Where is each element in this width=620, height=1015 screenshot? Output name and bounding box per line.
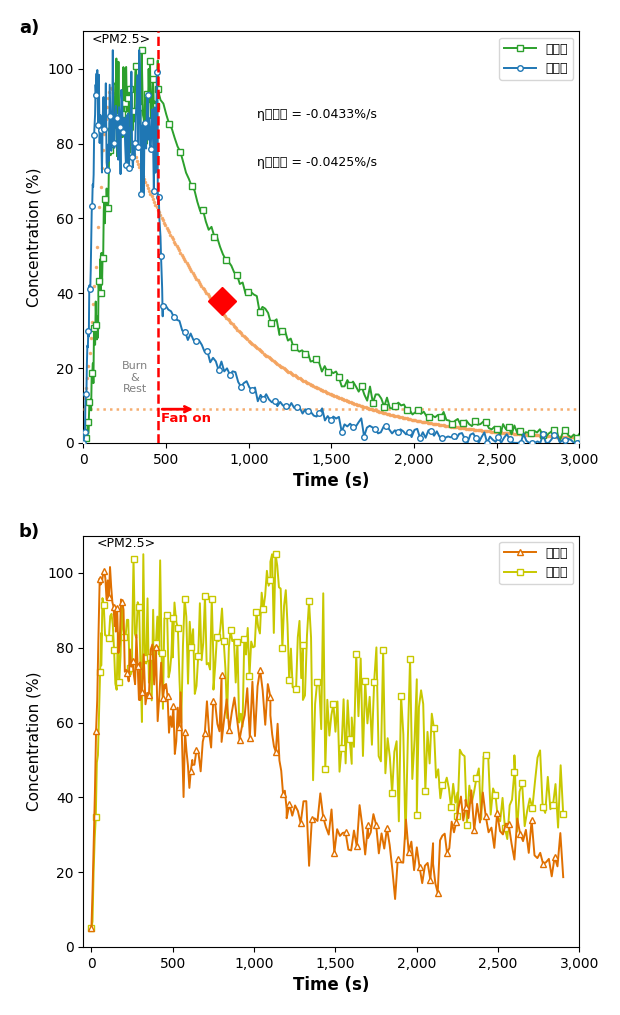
대조군	[79, 430, 87, 443]
Text: b): b)	[19, 523, 40, 541]
대조군	[80, 436, 87, 449]
대조군	[162, 678, 170, 690]
실험군	[84, 339, 91, 351]
실험군	[521, 820, 528, 832]
실험군	[341, 418, 348, 430]
대조군	[161, 682, 169, 694]
대조군	[341, 381, 348, 393]
Text: <PM2.5>: <PM2.5>	[92, 32, 151, 46]
실험군	[239, 721, 246, 733]
대조군	[410, 864, 418, 876]
Text: η실험군 = -0.0425%/s: η실험군 = -0.0425%/s	[257, 156, 377, 170]
실험군	[513, 825, 521, 837]
Line: 대조군: 대조군	[81, 48, 582, 446]
실험군	[87, 922, 95, 934]
실험군	[79, 436, 87, 449]
대조군	[559, 871, 567, 883]
Text: a): a)	[19, 19, 39, 38]
Text: Burn
&
Rest: Burn & Rest	[122, 361, 148, 394]
대조군	[103, 183, 110, 195]
대조군	[106, 561, 113, 573]
실험군	[257, 389, 264, 401]
실험군	[559, 808, 567, 820]
대조군	[136, 103, 143, 115]
대조군	[467, 785, 475, 797]
Text: η대조군 = -0.0433%/s: η대조군 = -0.0433%/s	[257, 108, 377, 121]
실험군	[126, 122, 133, 134]
대조군	[434, 887, 441, 899]
실험군	[576, 434, 583, 447]
Legend: 대조군, 실험군: 대조군, 실험군	[500, 542, 574, 584]
대조군	[138, 44, 145, 56]
Text: <PM2.5>: <PM2.5>	[96, 537, 156, 550]
X-axis label: Time (s): Time (s)	[293, 976, 370, 994]
실험군	[334, 695, 341, 707]
Y-axis label: Concentration (%): Concentration (%)	[27, 672, 42, 811]
대조군	[353, 840, 360, 853]
대조군	[576, 427, 583, 439]
Line: 실험군: 실험군	[81, 48, 582, 446]
대조군	[85, 413, 92, 425]
대조군	[122, 63, 129, 75]
Text: Fan on: Fan on	[161, 412, 211, 425]
실험군	[417, 684, 425, 696]
Y-axis label: Concentration (%): Concentration (%)	[27, 167, 42, 307]
실험군	[140, 548, 147, 560]
실험군	[109, 44, 117, 56]
대조군	[256, 306, 264, 318]
X-axis label: Time (s): Time (s)	[293, 472, 370, 490]
Line: 대조군: 대조군	[88, 563, 567, 932]
Legend: 대조군, 실험군: 대조군, 실험군	[500, 38, 574, 80]
실험군	[141, 125, 149, 137]
Line: 실험군: 실험군	[88, 551, 566, 932]
대조군	[87, 922, 95, 934]
실험군	[254, 621, 262, 633]
실험군	[101, 121, 108, 133]
